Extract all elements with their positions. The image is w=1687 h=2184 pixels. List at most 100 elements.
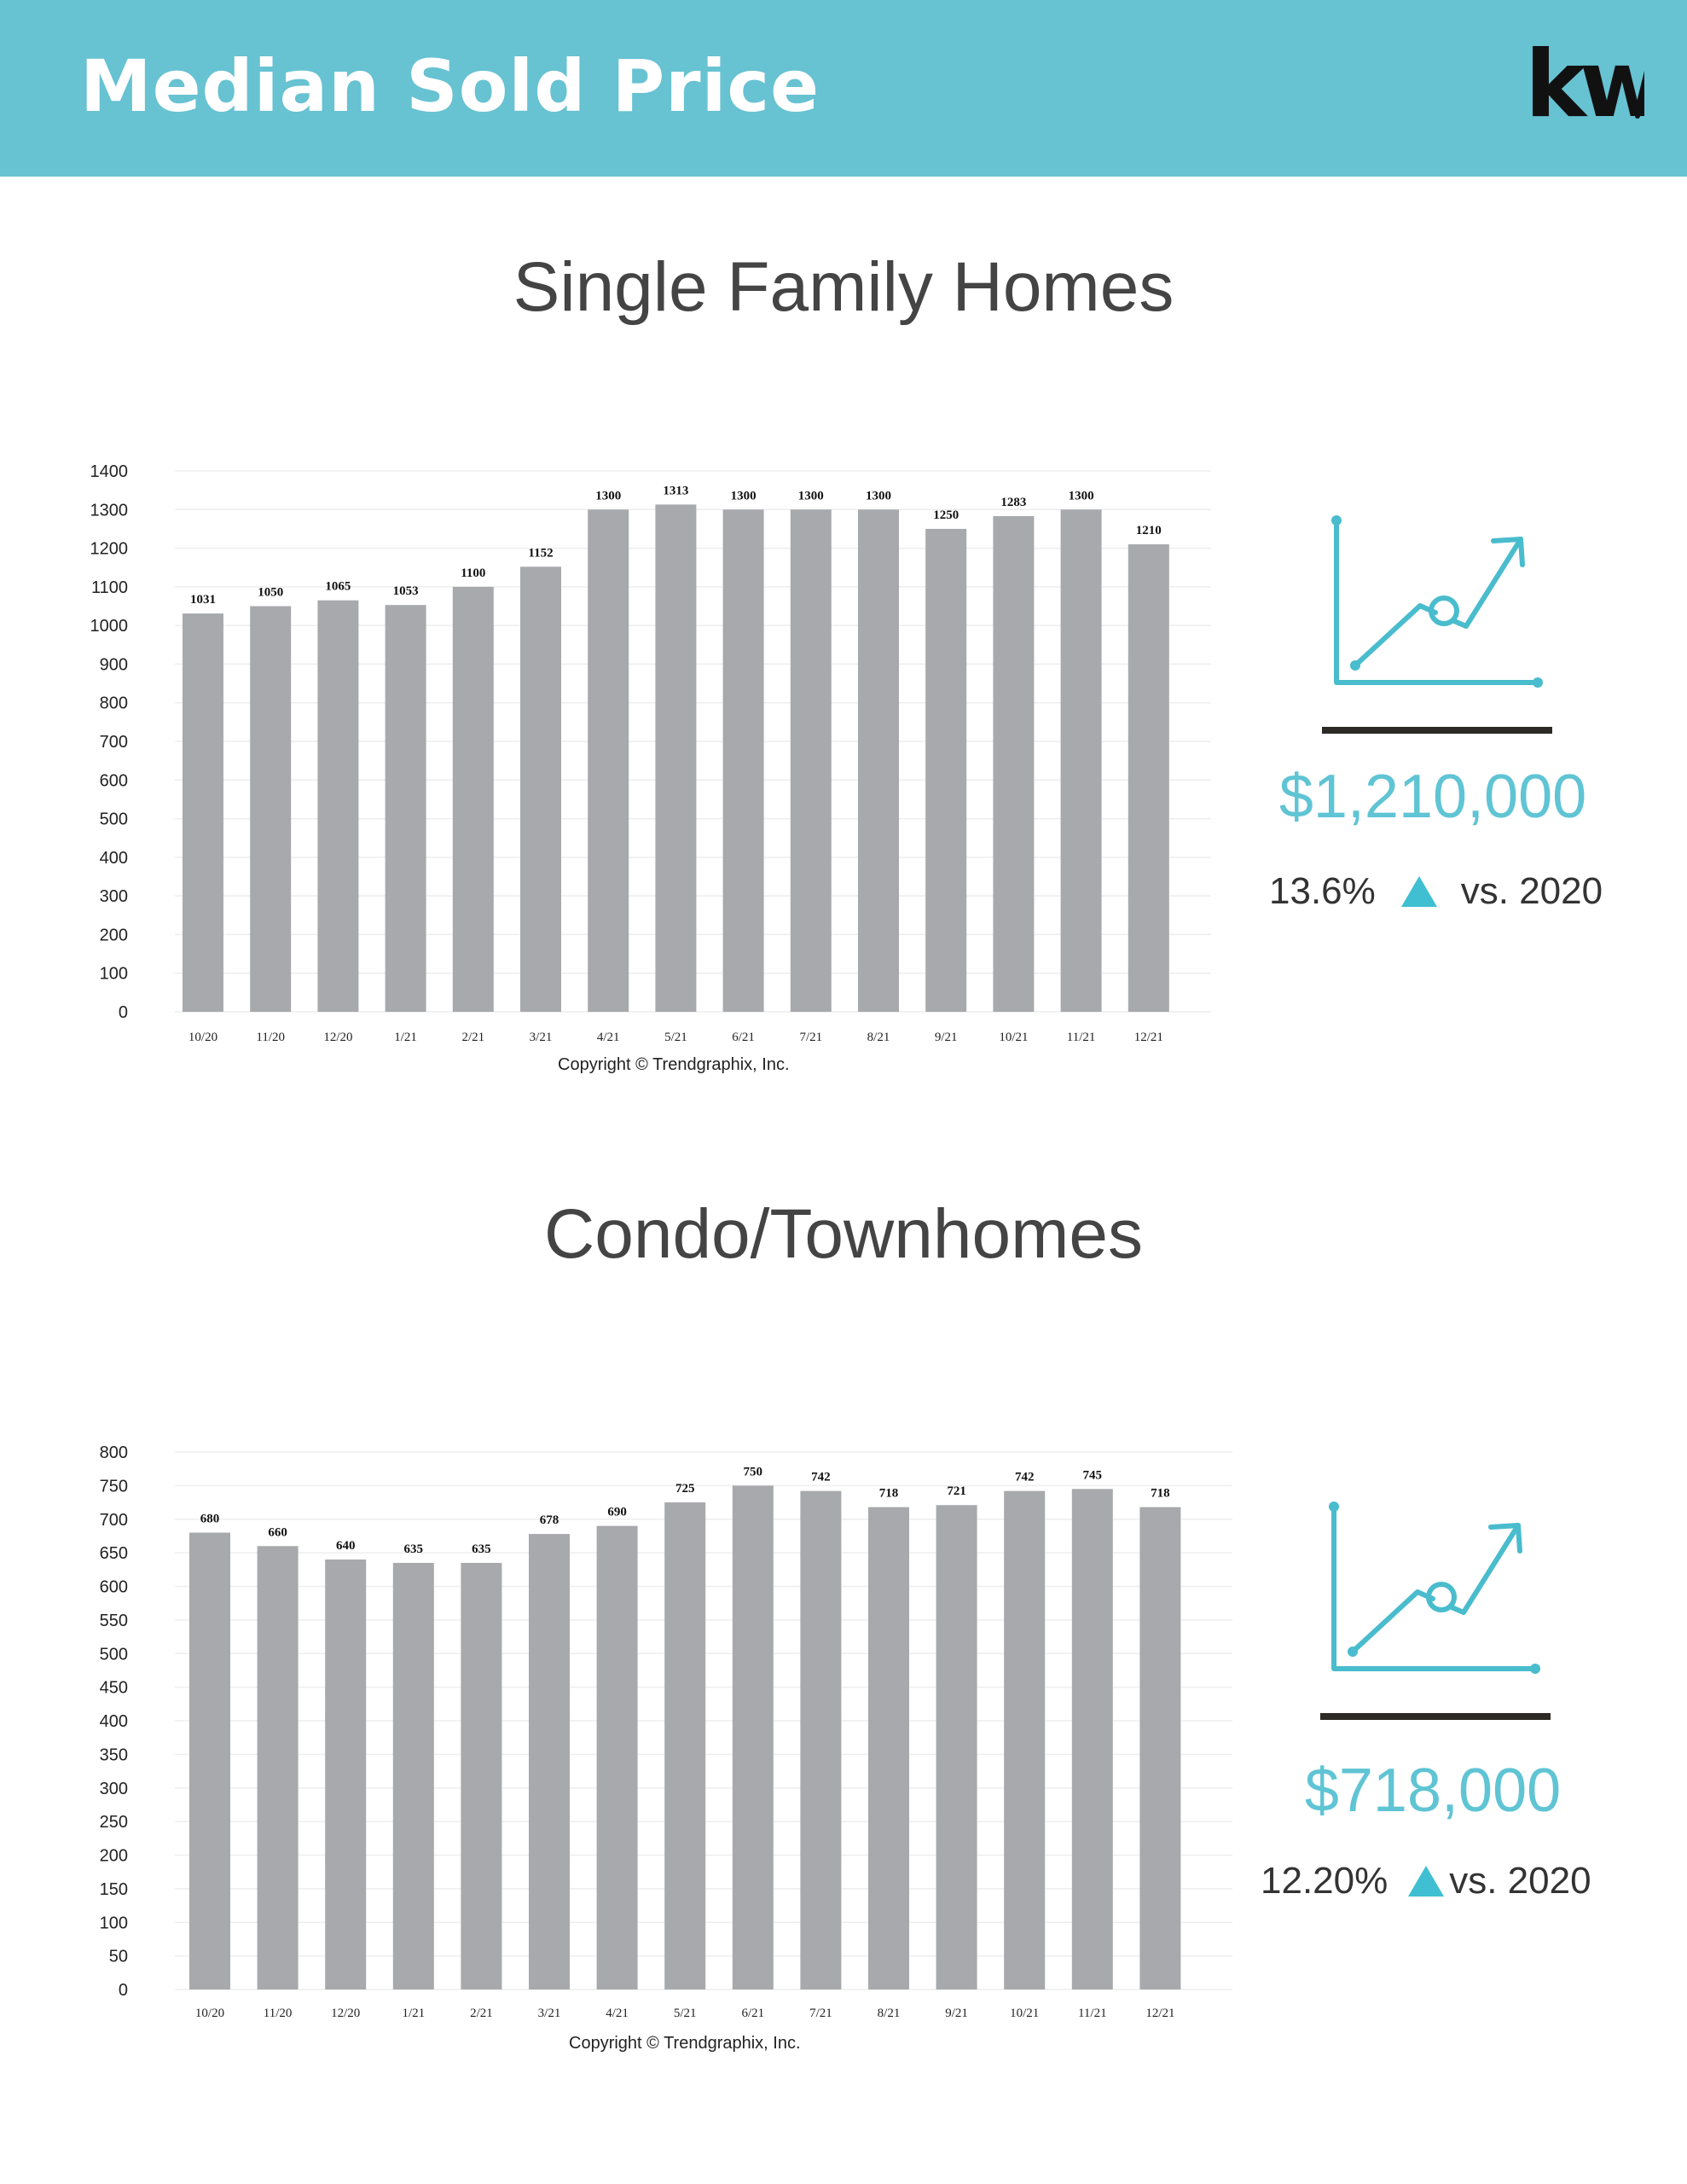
trend-up-chart-icon xyxy=(1331,515,1543,688)
data-label: 725 xyxy=(675,1482,695,1496)
y-tick-label: 150 xyxy=(100,1880,128,1899)
bar xyxy=(800,1490,842,1989)
data-label: 1065 xyxy=(325,580,351,594)
y-tick-label: 800 xyxy=(100,694,128,713)
x-tick-label: 7/21 xyxy=(809,2007,832,2020)
data-label: 742 xyxy=(1015,1471,1035,1484)
kpi-comparison: vs. 2020 xyxy=(1460,870,1603,912)
data-label: 1100 xyxy=(461,566,485,580)
y-tick-label: 500 xyxy=(100,1645,128,1664)
bar xyxy=(655,504,697,1012)
y-tick-label: 250 xyxy=(100,1813,128,1832)
y-tick-label: 300 xyxy=(100,1780,128,1798)
bar xyxy=(1071,1489,1113,1989)
data-label: 718 xyxy=(1151,1487,1170,1501)
bar xyxy=(257,1546,299,1989)
y-tick-label: 1200 xyxy=(90,540,129,559)
y-tick-label: 200 xyxy=(100,926,128,944)
x-tick-label: 5/21 xyxy=(664,1031,687,1044)
y-tick-label: 1300 xyxy=(90,501,129,520)
x-tick-label: 12/20 xyxy=(323,1031,352,1044)
x-tick-label: 12/20 xyxy=(331,2007,360,2020)
bar-chart-condo: 0 50 100 150 200 250 300 350 400 450 500 550 600 650 7… xyxy=(100,1443,1232,2020)
data-label: 718 xyxy=(879,1487,899,1501)
bar xyxy=(1060,509,1102,1012)
y-tick-label: 200 xyxy=(100,1847,128,1866)
x-tick-label: 7/21 xyxy=(799,1031,822,1044)
x-tick-label: 5/21 xyxy=(674,2007,697,2020)
data-label: 1250 xyxy=(933,508,959,522)
bar xyxy=(520,566,561,1012)
y-tick-label: 800 xyxy=(100,1443,128,1462)
bar xyxy=(317,600,359,1012)
x-tick-label: 3/21 xyxy=(530,1031,553,1044)
chart-copyright: Copyright © Trendgraphix, Inc. xyxy=(558,1055,790,1074)
bar xyxy=(392,1562,434,1989)
bar xyxy=(588,509,629,1012)
y-tick-label: 350 xyxy=(100,1745,128,1764)
bar xyxy=(250,606,292,1012)
bar xyxy=(664,1502,706,1989)
y-tick-label: 550 xyxy=(100,1612,128,1630)
y-tick-label: 100 xyxy=(100,1914,128,1932)
bar xyxy=(461,1562,502,1989)
section-title-condo: Condo/Townhomes xyxy=(544,1195,1143,1273)
header-banner: Median Sold Price kw xyxy=(0,0,1687,177)
bar xyxy=(596,1525,638,1989)
y-tick-label: 300 xyxy=(100,887,128,906)
y-tick-label: 750 xyxy=(100,1477,128,1496)
data-label: 680 xyxy=(200,1513,220,1526)
bar xyxy=(452,586,494,1012)
x-tick-label: 2/21 xyxy=(461,1031,484,1044)
bar xyxy=(868,1507,909,1989)
kpi-change-percent: 13.6% xyxy=(1269,870,1376,912)
data-label: 1053 xyxy=(393,584,419,598)
bar xyxy=(325,1560,367,1989)
chart-copyright: Copyright © Trendgraphix, Inc. xyxy=(569,2034,801,2053)
x-tick-label: 4/21 xyxy=(606,2007,629,2020)
bar xyxy=(183,613,223,1012)
y-tick-label: 1000 xyxy=(90,617,129,636)
y-tick-label: 50 xyxy=(109,1948,128,1966)
data-label: 750 xyxy=(744,1465,763,1478)
bar xyxy=(790,509,832,1012)
triangle-up-icon xyxy=(1408,1866,1445,1896)
data-label: 1152 xyxy=(528,546,553,560)
y-tick-label: 0 xyxy=(119,1003,128,1022)
bar xyxy=(1004,1490,1046,1989)
x-tick-label: 8/21 xyxy=(878,2007,901,2020)
x-tick-label: 11/20 xyxy=(264,2007,293,2020)
data-label: 640 xyxy=(336,1539,356,1553)
data-label: 1283 xyxy=(1000,496,1026,509)
y-tick-label: 450 xyxy=(100,1679,128,1698)
y-tick-label: 900 xyxy=(100,655,128,674)
bar xyxy=(1139,1507,1181,1989)
kpi-divider xyxy=(1320,1713,1551,1720)
x-tick-label: 10/20 xyxy=(188,1031,217,1044)
data-label: 742 xyxy=(811,1471,831,1484)
y-tick-label: 600 xyxy=(100,1578,128,1597)
bar xyxy=(925,528,967,1012)
data-label: 1300 xyxy=(798,489,824,502)
x-tick-label: 10/20 xyxy=(195,2007,224,2020)
bar xyxy=(858,509,899,1012)
kw-logo-text: kw xyxy=(1525,32,1644,133)
kpi-value: $1,210,000 xyxy=(1278,763,1587,831)
data-label: 635 xyxy=(404,1542,424,1556)
y-tick-label: 700 xyxy=(100,1511,128,1530)
y-tick-label: 500 xyxy=(100,810,128,829)
bar xyxy=(722,509,764,1012)
x-tick-label: 9/21 xyxy=(935,1031,958,1044)
data-label: 1031 xyxy=(190,593,216,607)
x-tick-label: 11/21 xyxy=(1078,2007,1107,2020)
kpi-change: 13.6% vs. 2020 xyxy=(1269,870,1603,913)
section-title-single-family: Single Family Homes xyxy=(513,248,1174,326)
data-label: 1300 xyxy=(595,489,621,502)
data-label: 721 xyxy=(947,1484,966,1498)
x-tick-label: 3/21 xyxy=(538,2007,561,2020)
y-tick-label: 100 xyxy=(100,965,128,984)
x-tick-label: 8/21 xyxy=(867,1031,890,1044)
data-label: 1050 xyxy=(258,586,283,600)
data-label: 1300 xyxy=(1069,489,1094,502)
y-tick-label: 0 xyxy=(119,1981,128,2000)
